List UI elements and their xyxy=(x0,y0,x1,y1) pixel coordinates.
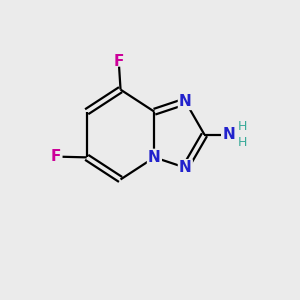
Text: N: N xyxy=(223,127,236,142)
Text: N: N xyxy=(179,94,192,109)
Text: F: F xyxy=(114,54,124,69)
Text: N: N xyxy=(179,160,192,175)
Text: F: F xyxy=(51,149,61,164)
Text: N: N xyxy=(148,150,161,165)
Text: H: H xyxy=(238,120,248,133)
Text: H: H xyxy=(238,136,248,149)
